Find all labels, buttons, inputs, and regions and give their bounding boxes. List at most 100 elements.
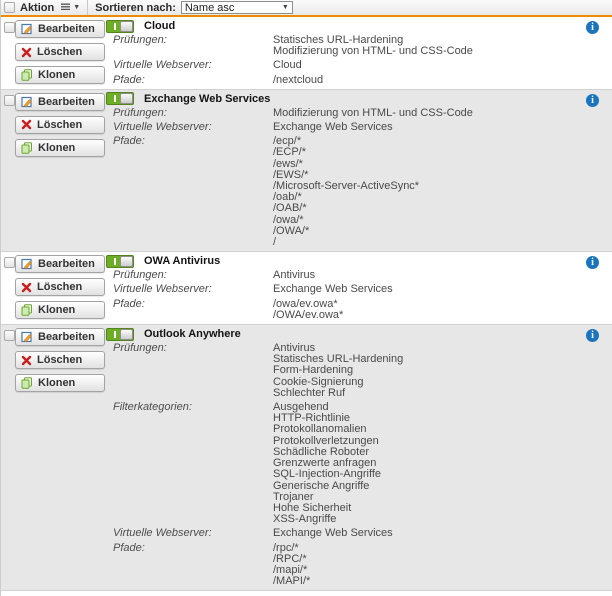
info-icon[interactable]: i	[586, 256, 599, 270]
edit-button[interactable]: Bearbeiten	[15, 328, 105, 347]
clone-icon	[21, 304, 33, 316]
delete-icon	[21, 355, 32, 366]
delete-button[interactable]: Löschen	[15, 115, 105, 134]
field-label: Prüfungen:	[113, 34, 167, 46]
sort-select-value: Name asc	[184, 1, 235, 14]
toggle-on-bar	[114, 95, 116, 103]
delete-icon	[21, 282, 32, 293]
field-label: Pfade:	[113, 297, 145, 310]
clone-button[interactable]: Klonen	[15, 374, 105, 393]
button-stack: Bearbeiten Löschen	[15, 92, 105, 157]
status-toggle-on[interactable]	[106, 254, 134, 268]
field-value: /RPC/*	[273, 552, 307, 565]
delete-button[interactable]: Löschen	[15, 43, 105, 61]
status-toggle-on[interactable]	[106, 19, 134, 33]
item-checkbox[interactable]	[4, 22, 15, 33]
item-actions: Bearbeiten Löschen	[1, 254, 105, 320]
field-value: Grenzwerte anfragen	[273, 457, 377, 470]
field-value: /oab/*	[273, 191, 302, 204]
field-values: Modifizierung von HTML- und CSS-Code	[273, 106, 473, 119]
toggle-on-bar	[114, 330, 116, 338]
field-label: Prüfungen:	[113, 269, 167, 282]
status-toggle-on[interactable]	[106, 327, 134, 341]
field-value: Exchange Web Services	[273, 121, 393, 134]
select-all-checkbox[interactable]	[4, 2, 15, 13]
item-fields: Prüfungen: Antivirus Statisches URL-Harde…	[113, 342, 582, 588]
field-values: Antivirus	[273, 270, 315, 281]
item-main: Outlook Anywhere Prüfungen: Antivirus Sta…	[105, 327, 612, 587]
field-value: SQL-Injection-Angriffe	[273, 468, 382, 481]
edit-button[interactable]: Bearbeiten	[15, 255, 105, 274]
item-fields: Prüfungen: Statisches URL-Hardening Modif…	[113, 34, 582, 86]
item-header: Exchange Web Services	[105, 92, 582, 106]
field-row: Pfade: /ecp/*/ECP/*/ews/*/EWS/*/Microsof…	[113, 136, 582, 248]
field-values: Exchange Web Services	[273, 121, 393, 134]
delete-button-label: Löschen	[37, 118, 83, 131]
field-value: /OAB/*	[273, 202, 307, 215]
item-header: Outlook Anywhere	[105, 327, 582, 341]
field-value: Statisches URL-Hardening	[273, 34, 404, 46]
field-value: Antivirus	[273, 269, 316, 282]
item-checkbox[interactable]	[4, 94, 15, 106]
clone-icon	[21, 377, 33, 389]
field-value: HTTP-Richtlinie	[273, 412, 351, 425]
toggle-knob[interactable]	[120, 255, 133, 267]
item-fields: Prüfungen: Modifizierung von HTML- und C…	[113, 106, 582, 248]
info-icon[interactable]: i	[586, 329, 599, 343]
field-value: Modifizierung von HTML- und CSS-Code	[273, 106, 473, 119]
item-fields: Prüfungen: Antivirus Virtuelle Webserver…	[113, 270, 582, 321]
field-value: /EWS/*	[273, 168, 309, 181]
edit-icon	[21, 23, 33, 35]
field-row: Pfade: /nextcloud	[113, 74, 582, 86]
field-values: Exchange Web Services	[273, 284, 393, 295]
clone-button[interactable]: Klonen	[15, 138, 105, 157]
status-toggle-on[interactable]	[106, 92, 134, 106]
clone-button[interactable]: Klonen	[15, 66, 105, 84]
field-value: /ews/*	[273, 157, 303, 170]
field-value: Exchange Web Services	[273, 283, 393, 296]
toggle-on-bar	[114, 22, 116, 30]
toggle-on-bar	[114, 257, 116, 265]
field-label: Pfade:	[113, 135, 145, 148]
edit-button[interactable]: Bearbeiten	[15, 20, 105, 38]
info-icon[interactable]: i	[586, 21, 599, 34]
field-row: Virtuelle Webserver: Exchange Web Servic…	[113, 284, 582, 295]
field-value: Schädliche Roboter	[273, 445, 370, 458]
item-checkbox[interactable]	[4, 330, 15, 342]
info-icon[interactable]: i	[586, 93, 599, 107]
item-checkbox[interactable]	[4, 257, 15, 269]
field-label: Virtuelle Webserver:	[113, 527, 212, 540]
edit-button[interactable]: Bearbeiten	[15, 92, 105, 111]
list-item: Bearbeiten Löschen	[1, 17, 612, 90]
button-stack: Bearbeiten Löschen	[15, 254, 105, 320]
clone-button-label: Klonen	[38, 69, 76, 81]
toggle-knob[interactable]	[120, 20, 133, 32]
delete-button-label: Löschen	[37, 46, 83, 58]
field-value: Schlechter Ruf	[273, 386, 346, 399]
field-value: Exchange Web Services	[273, 527, 393, 540]
field-values: Ausgehend HTTP-Richtlinie Protokollanomali…	[273, 401, 382, 526]
field-row: Virtuelle Webserver: Exchange Web Servic…	[113, 528, 582, 539]
sort-select[interactable]: Name asc ▼	[180, 1, 293, 14]
edit-button-label: Bearbeiten	[38, 23, 95, 35]
field-row: Pfade: /owa/ev.owa*/OWA/ev.owa*	[113, 297, 582, 321]
field-value: XSS-Angriffe	[273, 513, 337, 526]
clone-button[interactable]: Klonen	[15, 301, 105, 320]
toggle-knob[interactable]	[120, 93, 133, 105]
field-value: Hohe Sicherheit	[273, 501, 352, 514]
action-menu-button[interactable]: ▼	[61, 2, 80, 14]
field-label: Prüfungen:	[113, 106, 167, 119]
field-value: /owa/*	[273, 213, 304, 226]
field-values: Cloud	[273, 60, 302, 71]
delete-icon	[21, 119, 32, 130]
field-value: /	[273, 236, 277, 249]
field-values: /rpc/*/RPC/*/mapi/*/MAPI/*	[273, 542, 310, 588]
item-actions: Bearbeiten Löschen	[1, 19, 105, 84]
toolbar: Aktion ▼ Sortieren nach: Name asc ▼	[1, 0, 612, 17]
toggle-knob[interactable]	[120, 328, 133, 340]
field-value: /Microsoft-Server-ActiveSync*	[273, 180, 420, 193]
field-row: Pfade: /rpc/*/RPC/*/mapi/*/MAPI/*	[113, 542, 582, 588]
delete-button[interactable]: Löschen	[15, 351, 105, 370]
delete-button[interactable]: Löschen	[15, 278, 105, 297]
clone-icon	[21, 69, 33, 81]
